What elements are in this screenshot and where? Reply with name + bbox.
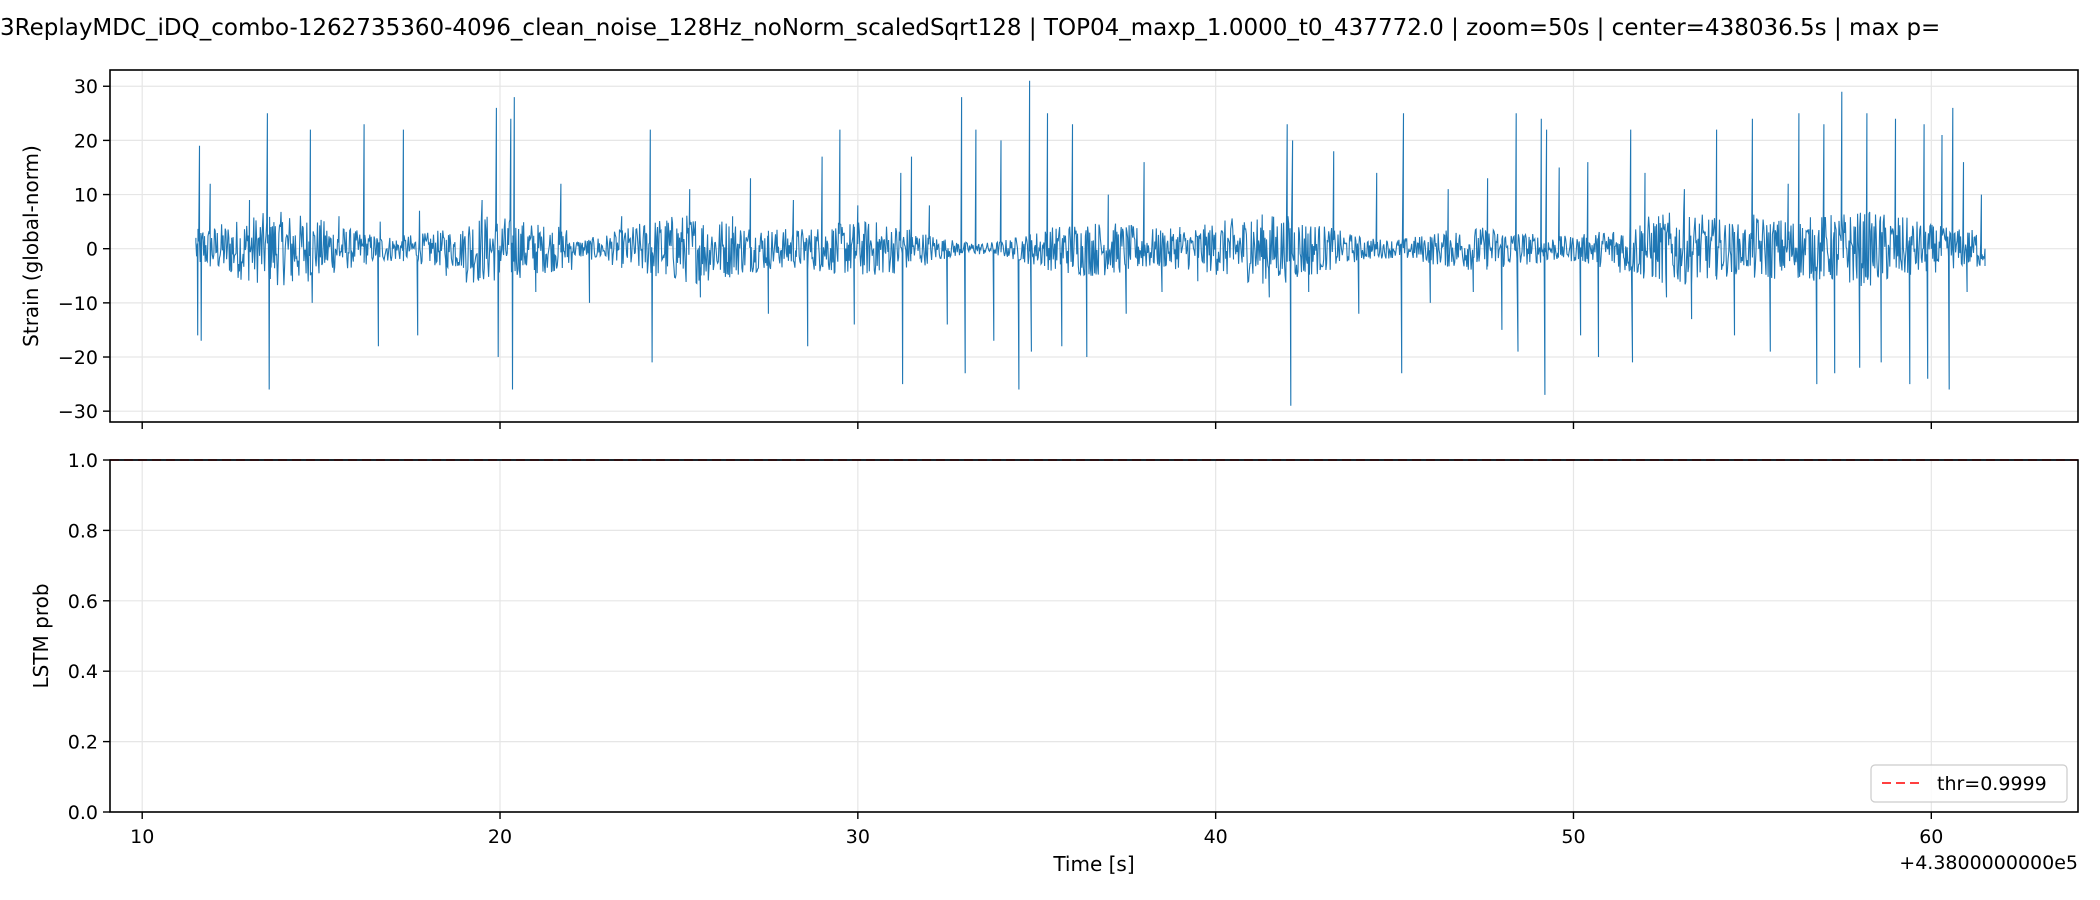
strain-ticks: 30 20 10 0 −10 −20 −30 — [58, 76, 1932, 429]
lstm-ytick-label: 0.0 — [68, 802, 98, 824]
lstm-ylabel: LSTM prob — [29, 583, 53, 688]
strain-line — [195, 80, 1986, 406]
lstm-ticks: 1.0 0.8 0.6 0.4 0.2 0.0 10 20 30 40 50 60 — [68, 450, 1944, 848]
lstm-ytick-label: 0.4 — [68, 661, 98, 683]
strain-ytick-label: 10 — [74, 185, 98, 207]
legend: thr=0.9999 — [1870, 764, 2068, 803]
strain-series — [195, 80, 1986, 406]
x-offset-label: +4.3800000000e5 — [1899, 852, 2078, 874]
strain-ytick-label: −10 — [58, 293, 98, 315]
lstm-grid — [110, 459, 2078, 813]
strain-axes-frame — [109, 69, 2079, 423]
lstm-ytick-label: 1.0 — [68, 450, 98, 472]
lstm-ytick-label: 0.2 — [68, 732, 98, 754]
strain-ylabel: Strain (global-norm) — [19, 145, 43, 347]
legend-box — [1870, 764, 2068, 803]
lstm-axes-frame — [109, 459, 2079, 813]
lstm-xlabel: Time [s] — [1052, 852, 1134, 876]
strain-ytick-label: 30 — [74, 76, 98, 98]
lstm-xtick-label: 20 — [488, 826, 512, 848]
strain-ytick-label: 20 — [74, 130, 98, 152]
lstm-ytick-label: 0.6 — [68, 591, 98, 613]
lstm-ytick-label: 0.8 — [68, 520, 98, 542]
lstm-xtick-label: 10 — [130, 826, 154, 848]
figure-title: 3ReplayMDC_iDQ_combo-1262735360-4096_cle… — [0, 15, 1940, 41]
strain-axes: 30 20 10 0 −10 −20 −30 Strain (global-norm) — [19, 69, 2079, 429]
strain-ytick-label: −20 — [58, 347, 98, 369]
lstm-xtick-label: 50 — [1561, 826, 1585, 848]
strain-ytick-label: 0 — [86, 239, 98, 261]
lstm-xtick-label: 30 — [846, 826, 870, 848]
strain-ytick-label: −30 — [58, 401, 98, 423]
legend-threshold-label: thr=0.9999 — [1937, 773, 2047, 795]
lstm-xtick-label: 60 — [1919, 826, 1943, 848]
lstm-xtick-label: 40 — [1204, 826, 1228, 848]
lstm-axes: 1.0 0.8 0.6 0.4 0.2 0.0 10 20 30 40 50 60 LSTM prob… — [29, 450, 2079, 876]
